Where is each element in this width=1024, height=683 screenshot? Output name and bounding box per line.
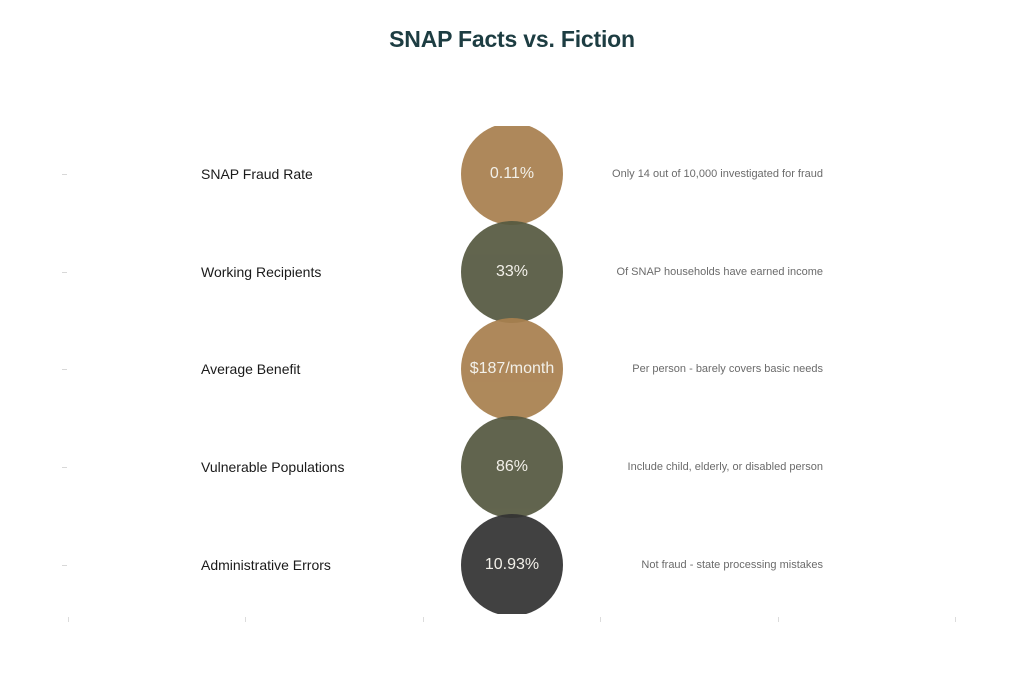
row-label: Average Benefit xyxy=(201,361,301,377)
value-bubble: $187/month xyxy=(461,318,563,420)
value-bubble: 10.93% xyxy=(461,514,563,614)
row-label: SNAP Fraud Rate xyxy=(201,166,313,182)
x-tick xyxy=(68,617,69,622)
x-tick xyxy=(423,617,424,622)
row-annotation: Not fraud - state processing mistakes xyxy=(641,559,823,571)
value-bubble: 0.11% xyxy=(461,126,563,225)
value-bubble: 86% xyxy=(461,416,563,518)
row-label: Working Recipients xyxy=(201,264,322,280)
x-tick xyxy=(245,617,246,622)
x-tick xyxy=(778,617,779,622)
x-tick xyxy=(600,617,601,622)
x-tick xyxy=(955,617,956,622)
row-annotation: Include child, elderly, or disabled pers… xyxy=(627,461,823,473)
row-annotation: Per person - barely covers basic needs xyxy=(632,363,823,375)
chart-title: SNAP Facts vs. Fiction xyxy=(389,26,635,52)
y-tick xyxy=(62,174,67,175)
value-bubble: 33% xyxy=(461,221,563,323)
y-tick xyxy=(62,369,67,370)
y-tick xyxy=(62,467,67,468)
plot-area: 0.11% 33% $187/month 86% 10.93% xyxy=(68,126,956,614)
y-tick xyxy=(62,272,67,273)
row-label: Administrative Errors xyxy=(201,557,331,573)
y-tick xyxy=(62,565,67,566)
row-annotation: Of SNAP households have earned income xyxy=(616,266,823,278)
row-annotation: Only 14 out of 10,000 investigated for f… xyxy=(612,168,823,180)
row-label: Vulnerable Populations xyxy=(201,459,345,475)
